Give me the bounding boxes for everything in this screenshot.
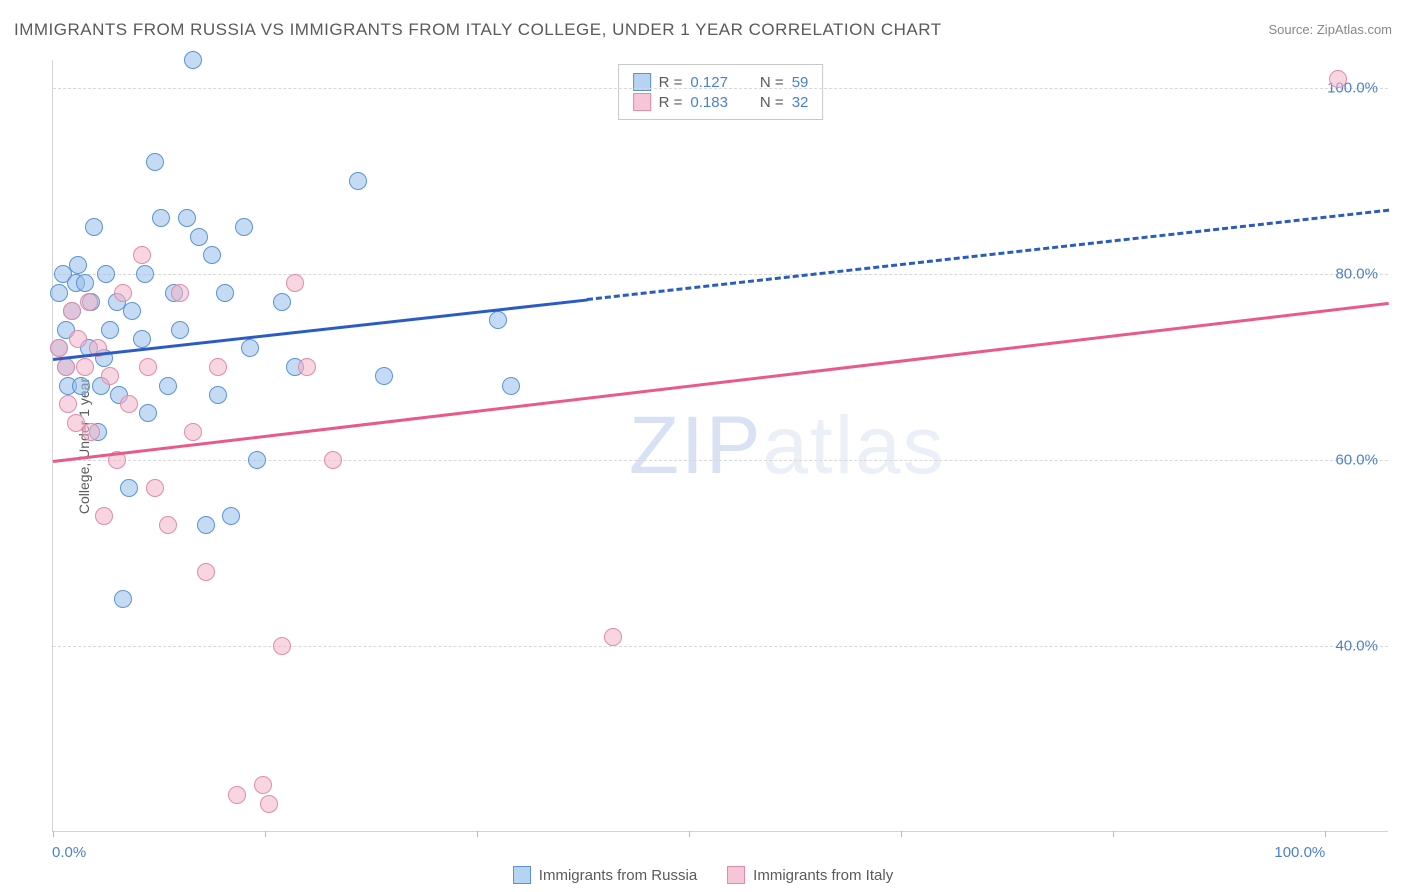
watermark-atlas: atlas [762, 400, 945, 491]
x-tick-label: 0.0% [52, 844, 86, 861]
scatter-point-italy [82, 423, 100, 441]
scatter-point-russia [133, 330, 151, 348]
gridline-horizontal [53, 274, 1388, 275]
legend-correlation-row: R = 0.183 N = 32 [633, 93, 809, 111]
scatter-point-italy [197, 563, 215, 581]
scatter-point-russia [209, 386, 227, 404]
legend-swatch [633, 93, 651, 111]
scatter-point-russia [375, 367, 393, 385]
scatter-point-italy [146, 479, 164, 497]
scatter-point-russia [85, 218, 103, 236]
scatter-point-russia [184, 51, 202, 69]
scatter-point-russia [69, 256, 87, 274]
x-tick [1113, 831, 1114, 837]
scatter-point-italy [95, 507, 113, 525]
scatter-point-russia [120, 479, 138, 497]
scatter-point-italy [228, 786, 246, 804]
scatter-point-italy [298, 358, 316, 376]
y-tick-label: 40.0% [1335, 637, 1378, 654]
legend-series-label: Immigrants from Italy [753, 867, 893, 884]
scatter-point-italy [114, 284, 132, 302]
scatter-point-italy [120, 395, 138, 413]
chart-title: IMMIGRANTS FROM RUSSIA VS IMMIGRANTS FRO… [14, 20, 942, 40]
x-tick [689, 831, 690, 837]
legend-n-value: 32 [792, 94, 809, 111]
scatter-point-russia [152, 209, 170, 227]
scatter-point-italy [139, 358, 157, 376]
scatter-point-russia [136, 265, 154, 283]
trend-line-italy [53, 302, 1389, 463]
scatter-point-italy [57, 358, 75, 376]
scatter-point-russia [178, 209, 196, 227]
scatter-point-russia [159, 377, 177, 395]
scatter-point-russia [146, 153, 164, 171]
scatter-point-italy [260, 795, 278, 813]
gridline-horizontal [53, 88, 1388, 89]
scatter-point-russia [50, 284, 68, 302]
x-tick [1325, 831, 1326, 837]
legend-series-item: Immigrants from Russia [513, 866, 697, 884]
x-tick [901, 831, 902, 837]
scatter-point-italy [254, 776, 272, 794]
watermark-zip: ZIP [629, 400, 763, 491]
legend-n-label: N = [760, 94, 784, 111]
scatter-point-italy [101, 367, 119, 385]
scatter-point-italy [59, 395, 77, 413]
x-tick [477, 831, 478, 837]
scatter-point-italy [50, 339, 68, 357]
scatter-point-russia [489, 311, 507, 329]
scatter-point-russia [72, 377, 90, 395]
scatter-point-italy [69, 330, 87, 348]
legend-r-value: 0.183 [690, 94, 728, 111]
scatter-point-russia [190, 228, 208, 246]
scatter-point-russia [76, 274, 94, 292]
scatter-point-russia [203, 246, 221, 264]
scatter-point-russia [114, 590, 132, 608]
legend-swatch [513, 866, 531, 884]
scatter-point-russia [197, 516, 215, 534]
scatter-point-russia [235, 218, 253, 236]
scatter-point-russia [248, 451, 266, 469]
scatter-point-russia [222, 507, 240, 525]
scatter-point-italy [209, 358, 227, 376]
scatter-point-italy [63, 302, 81, 320]
scatter-point-italy [171, 284, 189, 302]
scatter-point-russia [97, 265, 115, 283]
scatter-point-russia [502, 377, 520, 395]
y-tick-label: 60.0% [1335, 451, 1378, 468]
scatter-point-italy [273, 637, 291, 655]
scatter-point-italy [159, 516, 177, 534]
scatter-point-italy [184, 423, 202, 441]
scatter-point-italy [286, 274, 304, 292]
legend-series: Immigrants from Russia Immigrants from It… [0, 866, 1406, 884]
legend-r-label: R = [659, 94, 683, 111]
scatter-point-russia [139, 404, 157, 422]
scatter-point-italy [80, 293, 98, 311]
scatter-point-russia [101, 321, 119, 339]
legend-series-label: Immigrants from Russia [539, 867, 697, 884]
x-tick [265, 831, 266, 837]
scatter-point-italy [604, 628, 622, 646]
trend-line-russia-extrapolated [587, 209, 1389, 301]
scatter-point-italy [76, 358, 94, 376]
x-tick-label: 100.0% [1274, 844, 1325, 861]
gridline-horizontal [53, 646, 1388, 647]
plot-area: ZIPatlas R =0.127N =59R =0.183N =32 40.0… [52, 60, 1388, 832]
scatter-point-italy [133, 246, 151, 264]
scatter-point-russia [241, 339, 259, 357]
scatter-point-italy [324, 451, 342, 469]
scatter-point-russia [123, 302, 141, 320]
x-tick [53, 831, 54, 837]
scatter-point-russia [273, 293, 291, 311]
legend-swatch [727, 866, 745, 884]
scatter-point-russia [171, 321, 189, 339]
y-tick-label: 80.0% [1335, 265, 1378, 282]
scatter-point-italy [1329, 70, 1347, 88]
scatter-point-russia [349, 172, 367, 190]
watermark: ZIPatlas [629, 399, 946, 493]
legend-series-item: Immigrants from Italy [727, 866, 893, 884]
source-attribution: Source: ZipAtlas.com [1268, 22, 1392, 37]
scatter-point-russia [216, 284, 234, 302]
legend-correlation-box: R =0.127N =59R =0.183N =32 [618, 64, 824, 120]
